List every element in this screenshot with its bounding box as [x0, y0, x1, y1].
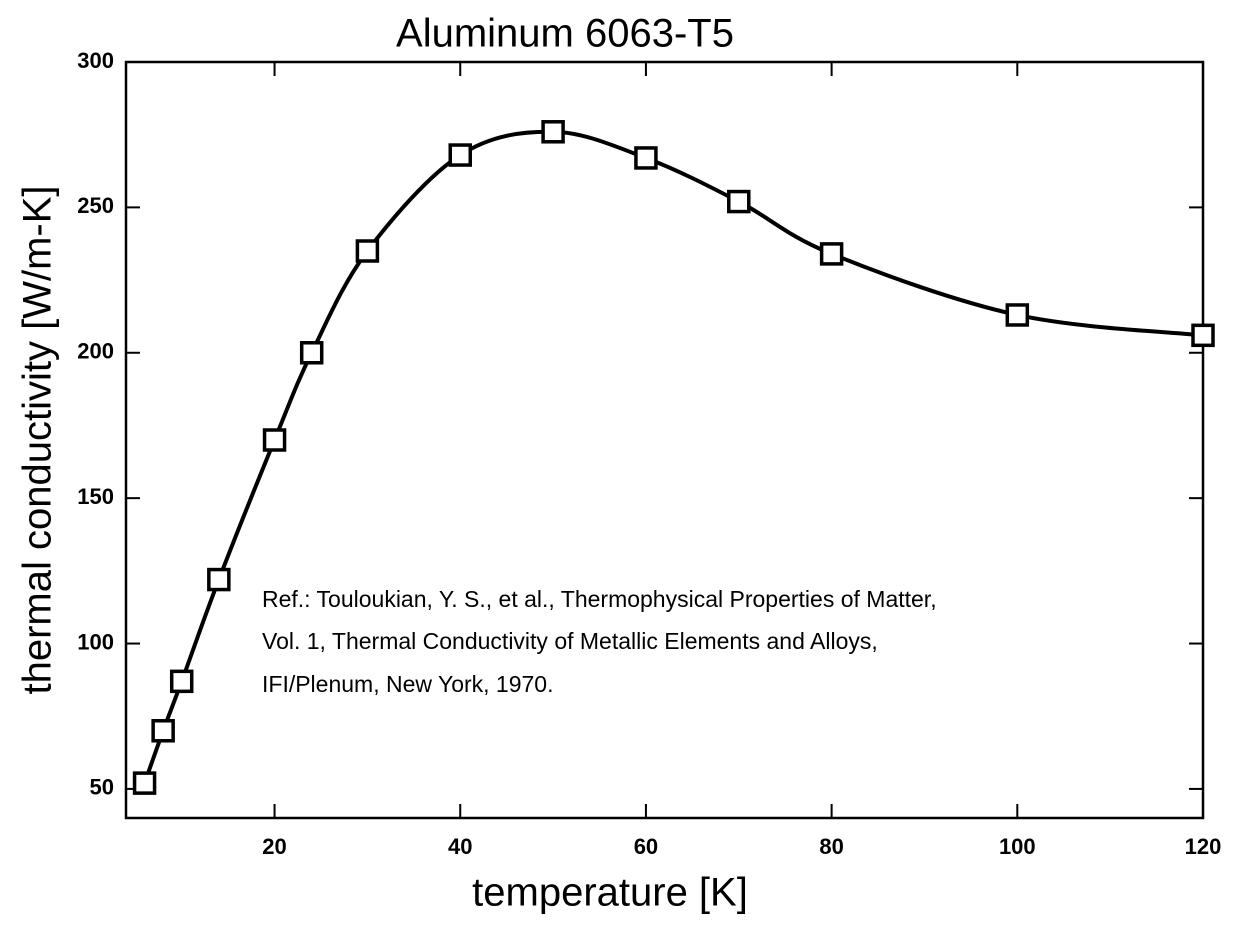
- marker: [541, 120, 565, 144]
- y-tick-label: 300: [77, 48, 114, 73]
- x-tick-label: 120: [1185, 834, 1222, 859]
- x-axis-label: temperature [K]: [472, 871, 748, 915]
- marker: [634, 146, 658, 170]
- marker: [355, 239, 380, 263]
- x-tick-label: 20: [262, 834, 286, 859]
- x-tick-label: 40: [448, 834, 472, 859]
- annotation: Vol. 1, Thermal Conductivity of Metallic…: [262, 628, 878, 654]
- marker: [169, 669, 194, 694]
- x-tick-label: 100: [999, 834, 1036, 859]
- marker: [299, 341, 324, 365]
- chart-title: Aluminum 6063-T5: [396, 12, 734, 56]
- marker: [151, 719, 175, 743]
- y-tick-label: 250: [77, 193, 114, 218]
- fit-curve: [142, 129, 1203, 784]
- y-tick-label: 100: [77, 629, 114, 654]
- marker: [207, 567, 231, 592]
- marker: [132, 771, 157, 795]
- y-tick-label: 150: [77, 484, 114, 509]
- marker: [1191, 323, 1215, 348]
- marker: [448, 143, 472, 167]
- plot-frame: [124, 60, 1205, 820]
- x-tick-label: 80: [819, 834, 843, 859]
- annotation: Ref.: Touloukian, Y. S., et al., Thermop…: [262, 586, 937, 612]
- x-tick-label: 60: [634, 834, 658, 859]
- marker: [819, 242, 844, 266]
- y-tick-label: 200: [77, 339, 114, 364]
- y-tick-label: 50: [90, 775, 114, 800]
- marker: [262, 428, 287, 452]
- marker: [727, 189, 751, 214]
- annotation: IFI/Plenum, New York, 1970.: [262, 671, 554, 697]
- y-axis-label: thermal conductivity [W/m-K]: [16, 185, 60, 694]
- marker: [1005, 303, 1030, 327]
